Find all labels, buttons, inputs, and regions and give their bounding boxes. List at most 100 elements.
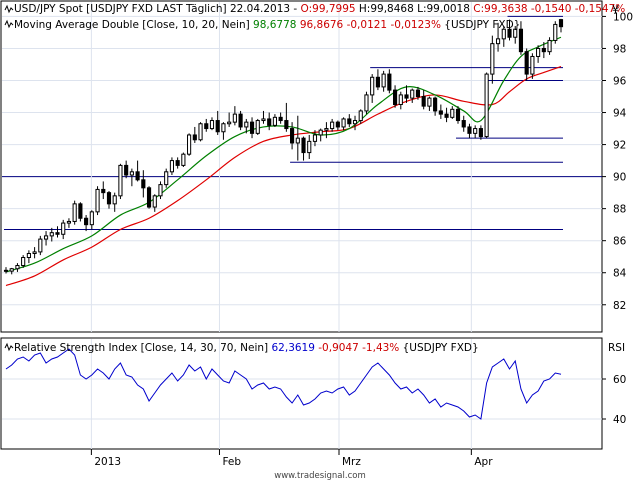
candle	[255, 118, 260, 135]
rsi-line	[5, 348, 562, 420]
candle-body	[187, 134, 192, 155]
candle	[518, 21, 524, 55]
candle-body	[49, 232, 54, 237]
candle-body	[164, 171, 169, 186]
candle	[375, 69, 380, 91]
candle-body	[433, 97, 438, 112]
candle	[558, 18, 564, 33]
candle-body	[421, 96, 426, 107]
candle	[341, 117, 346, 131]
candle	[89, 210, 94, 230]
candle-body	[272, 116, 277, 126]
candle	[404, 85, 409, 103]
rsi-grid	[2, 378, 602, 420]
candle	[450, 106, 455, 119]
candle-body	[198, 123, 203, 141]
main-legend-instrument: USD/JPY Spot [USDJPY FXD LAST Täglich] 2…	[14, 3, 301, 15]
candle-body	[95, 188, 100, 213]
time-axis: 2013 Feb Mrz Apr	[90, 449, 493, 468]
candle	[370, 74, 375, 103]
ma-legend-icon[interactable]	[4, 19, 14, 29]
candle-body	[415, 89, 421, 98]
candle-body	[215, 120, 220, 133]
candle	[398, 91, 403, 110]
candle	[410, 88, 415, 103]
candle	[347, 114, 352, 127]
candle	[198, 122, 203, 142]
candle	[364, 91, 369, 115]
rsi-legend-icon[interactable]	[4, 342, 14, 352]
candle-body	[38, 238, 43, 253]
candle-body	[169, 160, 175, 173]
candle-body	[524, 51, 529, 75]
moving-averages	[5, 36, 562, 287]
candle	[284, 102, 289, 132]
candle-body	[72, 203, 77, 222]
candle	[278, 112, 283, 124]
ma-fast-value: 98,6778	[253, 19, 296, 31]
candle-body	[312, 134, 318, 142]
candle	[43, 231, 49, 246]
candle-body	[84, 217, 89, 226]
candle	[507, 19, 512, 41]
main-legend-close: C:99,3638 -0,1540 -0,1547%	[473, 3, 625, 15]
candle	[244, 118, 249, 134]
candle	[118, 163, 123, 200]
candle	[158, 181, 163, 200]
candle-body	[490, 43, 495, 75]
candle-body	[467, 126, 472, 134]
candle-body	[455, 108, 461, 122]
candle-body	[112, 195, 117, 205]
candle	[146, 186, 152, 209]
candle-body	[324, 128, 329, 131]
candle	[524, 48, 529, 81]
candle-body	[175, 160, 180, 166]
candle-body	[318, 129, 323, 136]
candle-body	[450, 108, 455, 118]
y-tick-label: 88	[613, 204, 626, 216]
candle	[49, 227, 54, 242]
candle-body	[9, 268, 14, 272]
candle	[541, 42, 546, 59]
candle	[187, 133, 192, 156]
candle-body	[444, 113, 449, 118]
candle-body	[381, 73, 386, 88]
candle-body	[438, 110, 443, 115]
candle	[495, 22, 501, 52]
candle-body	[244, 121, 249, 128]
legend-collapse-icon[interactable]	[4, 4, 14, 14]
candle-body	[267, 118, 272, 126]
candle-body	[118, 164, 123, 197]
rsi-legend-change: -0,9047 -1,43%	[318, 342, 399, 354]
candle-body	[392, 89, 398, 106]
candle-body	[558, 19, 564, 28]
watermark: www.tradesignal.com	[274, 471, 365, 480]
candle-body	[541, 47, 546, 53]
rsi-legend-symbol: {USDJPY FXD}	[399, 342, 478, 354]
candle	[455, 106, 461, 124]
rsi-series	[5, 348, 562, 420]
rsi-legend: Relative Strength Index [Close, 14, 30, …	[4, 342, 479, 354]
candle	[215, 110, 220, 135]
candle-body	[78, 203, 83, 219]
candle-body	[358, 110, 363, 122]
candle	[232, 106, 237, 126]
time-grid	[90, 2, 472, 449]
price-axis: 82 84 86 88 90 92 94 96 98 100	[602, 11, 633, 312]
candle-body	[307, 140, 312, 154]
candle-body	[3, 269, 9, 272]
candle-body	[261, 118, 266, 122]
candle	[192, 126, 197, 143]
candle	[444, 107, 449, 123]
candle-body	[141, 179, 146, 189]
candle	[530, 53, 535, 79]
candle-body	[15, 265, 20, 270]
candle	[61, 219, 66, 240]
candle	[484, 72, 489, 139]
candle-body	[221, 123, 226, 133]
candle-body	[410, 89, 415, 99]
rsi-tick-label: 60	[613, 374, 626, 386]
candle-body	[255, 120, 260, 134]
candle	[249, 117, 255, 139]
currency-label: ¥	[612, 3, 619, 16]
